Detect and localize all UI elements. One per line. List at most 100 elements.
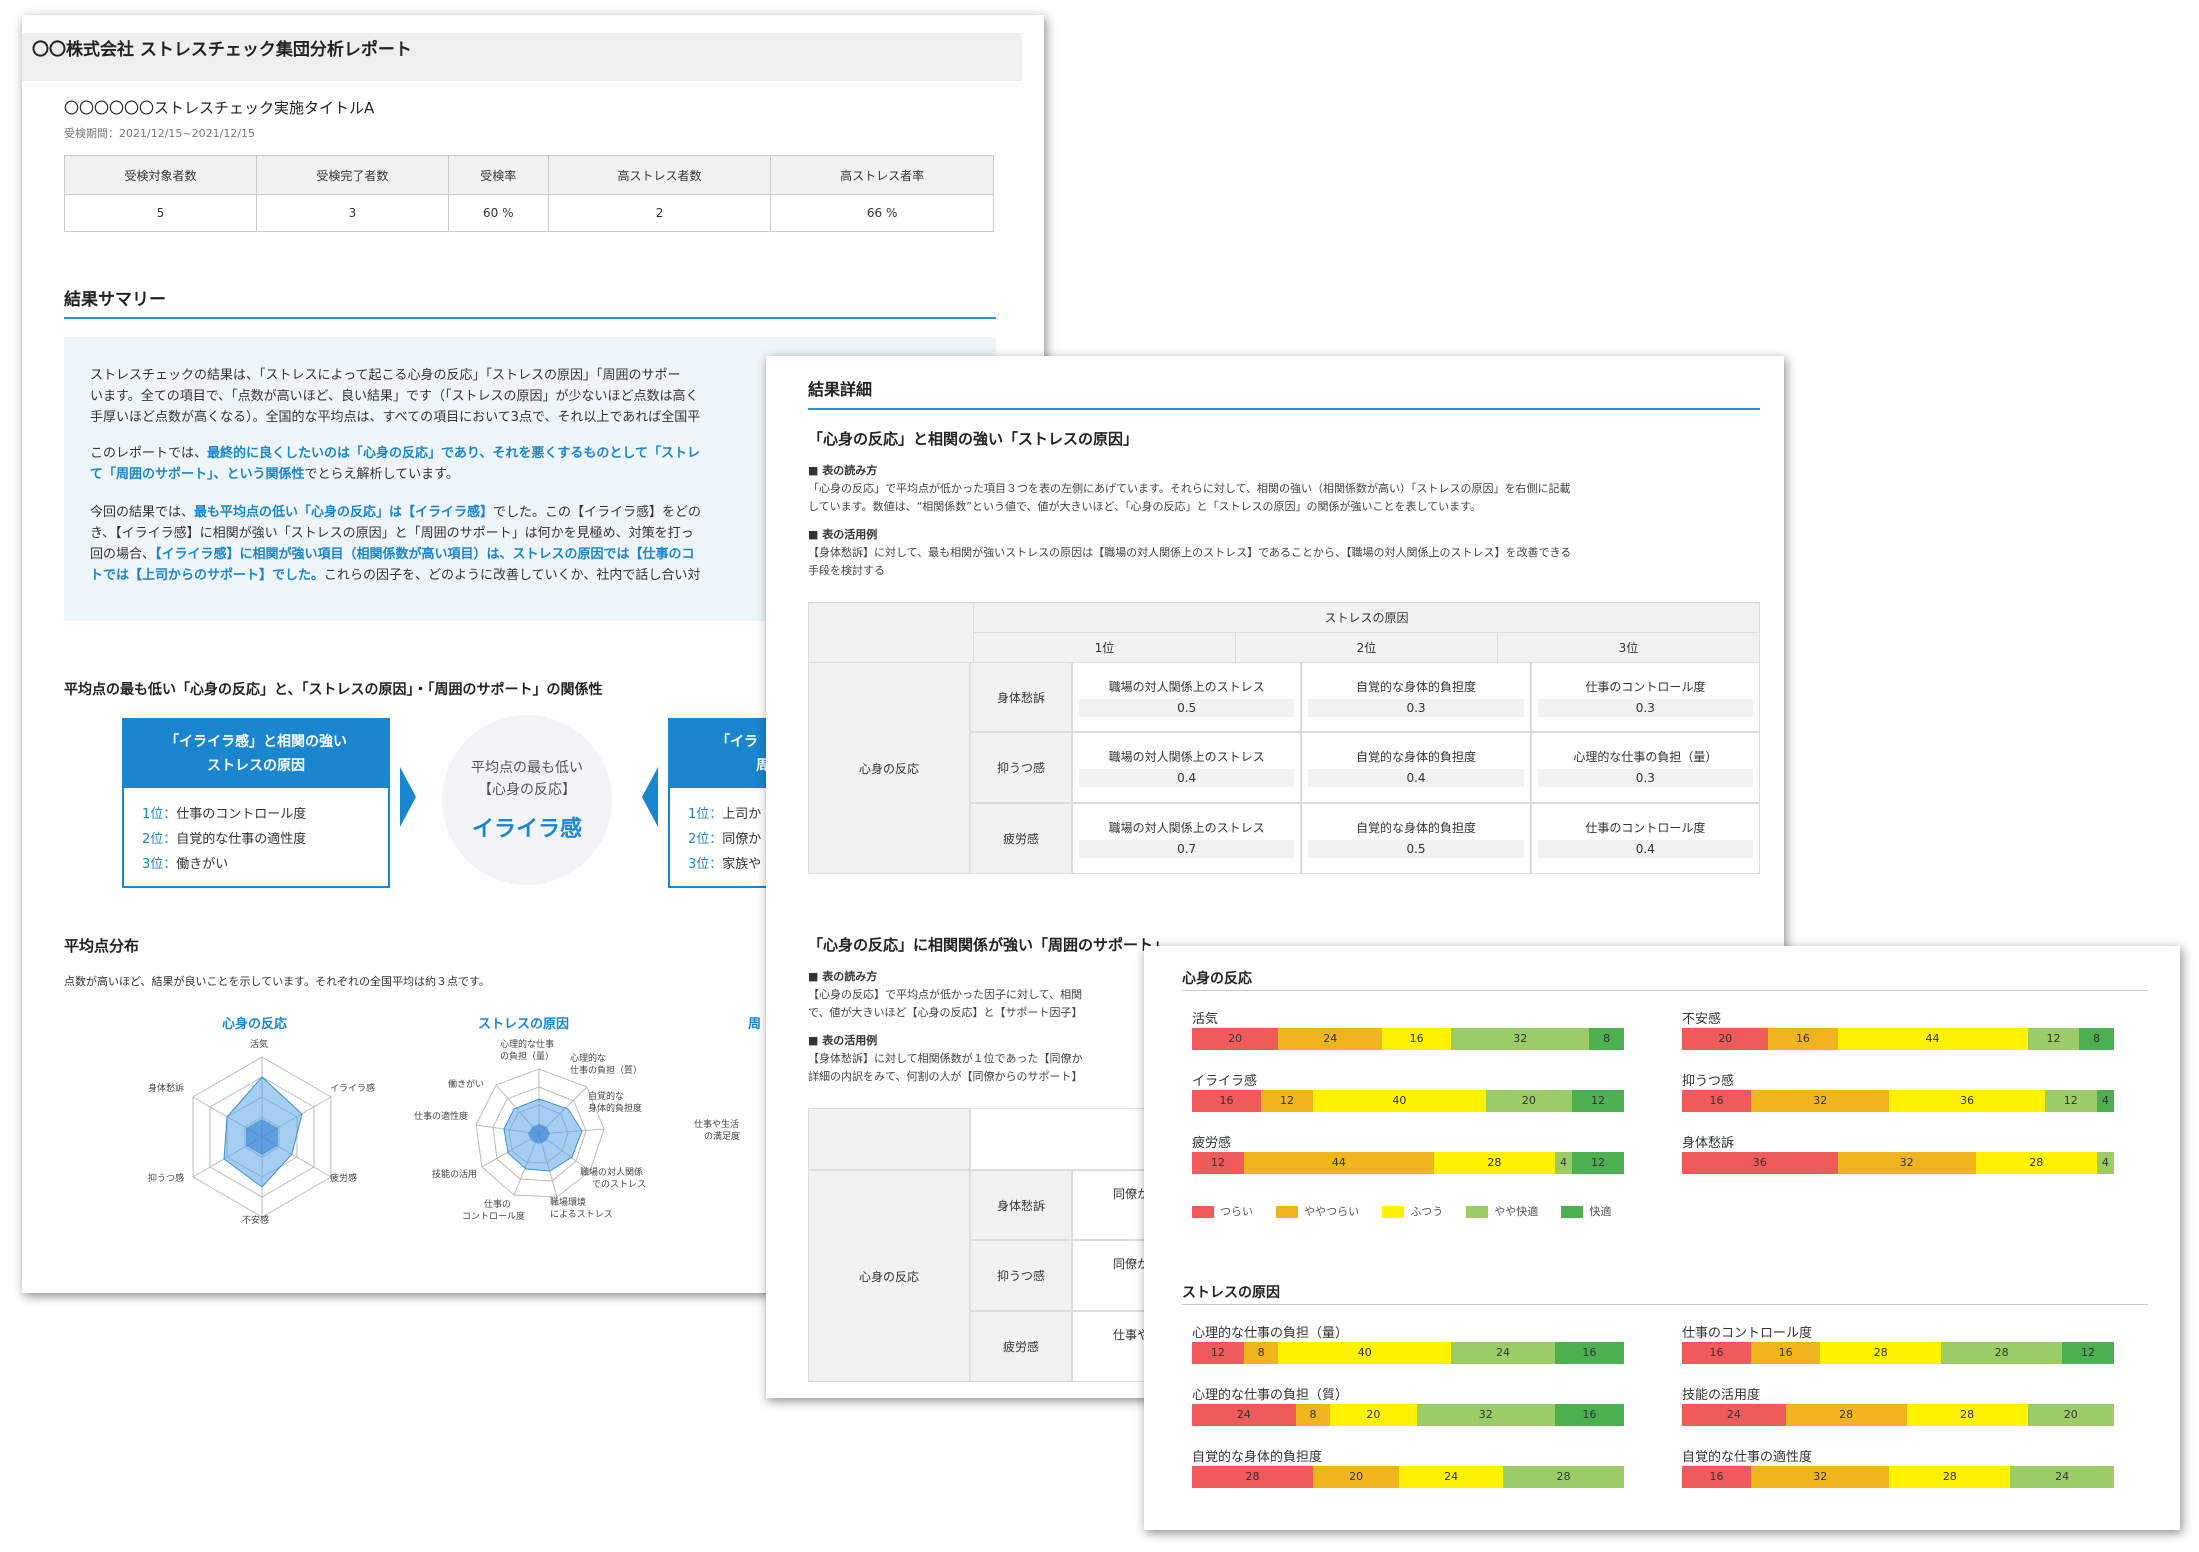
stress-cause-stacked-bar: 28 20 24 28 [1192, 1466, 1624, 1488]
bar-segment: 20 [1192, 1028, 1279, 1050]
radar2-label: 仕事の負担（質） [570, 1066, 643, 1076]
legend-label: やや快適 [1494, 1205, 1539, 1218]
row-label: 抑うつ感 [970, 1240, 1072, 1311]
rank-value: 家族や [722, 857, 762, 872]
bar-segment: 28 [1941, 1342, 2063, 1364]
mind-body-bar-label: 疲労感 [1192, 1136, 1232, 1151]
stress-cause-bar-label: 自覚的な身体的負担度 [1192, 1450, 1323, 1465]
cell-factor: 自覚的な身体的負担度 [1355, 821, 1476, 835]
rank-value: 上司か [722, 807, 762, 822]
summary-highlight: て「周囲のサポート」、という関係性 [90, 467, 305, 482]
radar3-label: の満足度 [704, 1132, 741, 1142]
cell-coefficient: 0.7 [1079, 840, 1295, 858]
row-label: 疲労感 [970, 1311, 1072, 1382]
summary-line: います。全ての項目で、「点数が高いほど、良い結果」です（「ストレスの原因」が少な… [90, 389, 699, 404]
bar-segment: 24 [1192, 1404, 1296, 1426]
bar-segment: 36 [1682, 1152, 1838, 1174]
table2-row-labels: 身体愁訴 抑うつ感 疲労感 [970, 1170, 1072, 1382]
radar2-label: でのストレス [592, 1180, 647, 1190]
stress-cause-bar-label: 技能の活用度 [1682, 1388, 1761, 1403]
section-rule [1182, 990, 2148, 991]
radar1-title: 心身の反応 [222, 1017, 288, 1032]
radar1-label: 活気 [250, 1040, 269, 1050]
summary-highlight: 最も平均点の低い「心身の反応」は【イライラ感】 [194, 505, 494, 520]
radar1-label: 疲労感 [330, 1174, 358, 1184]
radar3-title: 周 [748, 1017, 762, 1032]
bar-segment: 16 [1382, 1028, 1452, 1050]
bar-segment: 40 [1278, 1342, 1452, 1364]
radar2-label: コントロール度 [462, 1212, 526, 1222]
usage-label: ■ 表の活用例 [808, 528, 878, 541]
bar-segment: 20 [1485, 1090, 1573, 1112]
radar2-label: 職場の対人関係 [580, 1168, 644, 1178]
bar-segment: 28 [1820, 1342, 1942, 1364]
stats-value-cell: 66 % [770, 194, 994, 232]
cell-coefficient: 0.4 [1308, 769, 1524, 787]
bar-segment: 16 [1682, 1090, 1752, 1112]
callout-header-line: 「イライラ感」と相関の強い [165, 734, 347, 750]
center-value: イライラ感 [471, 817, 582, 842]
rank-value: 自覚的な仕事の適性度 [176, 832, 307, 847]
callout-rank-item: 2位：同僚か [670, 827, 934, 852]
stats-header-cell: 受検率 [447, 155, 549, 195]
bar-segment: 16 [1682, 1466, 1752, 1488]
stats-value-cell: 5 [64, 194, 257, 232]
rank-label: 1位： [142, 807, 177, 822]
radar2-label: 身体的負担度 [588, 1104, 643, 1114]
radar-chart-stress-cause [475, 1068, 605, 1198]
legend-item: ややつらい [1276, 1203, 1359, 1219]
legend-swatch [1466, 1206, 1489, 1218]
bar-segment: 28 [1975, 1152, 2097, 1174]
stats-header-cell: 高ストレス者率 [770, 155, 994, 195]
callout-header-line: ストレスの原因 [207, 758, 305, 774]
radar2-label: 自覚的な [588, 1092, 625, 1102]
rank-label: 3位： [142, 857, 177, 872]
rank-label: 3位： [688, 857, 723, 872]
radar1-label: 不安感 [242, 1216, 270, 1226]
rank-header: 2位 [1234, 632, 1498, 663]
table-cell: 心理的な仕事の負担（量） 0.3 [1530, 732, 1760, 803]
bar-segment: 12 [1572, 1090, 1624, 1112]
radar1-label: 抑うつ感 [148, 1174, 185, 1184]
bar-segment: 44 [1837, 1028, 2028, 1050]
cell-factor: 職場の対人関係上のストレス [1108, 750, 1265, 764]
summary-text: 今回の結果では、 [90, 505, 195, 520]
cell-coefficient: 0.3 [1537, 769, 1753, 787]
survey-title: 〇〇〇〇〇〇ストレスチェック実施タイトルA [64, 99, 375, 117]
row-group-label: 心身の反応 [858, 1270, 919, 1284]
rank-label: 1位： [688, 807, 723, 822]
mind-body-bar-label: 不安感 [1682, 1012, 1722, 1027]
bar-segment: 24 [2010, 1466, 2114, 1488]
how-to-read-label: ■ 表の読み方 [808, 970, 878, 983]
usage-label: ■ 表の活用例 [808, 1034, 878, 1047]
callout-rank-item: 2位：自覚的な仕事の適性度 [124, 827, 388, 852]
bar-segment: 4 [1554, 1152, 1573, 1174]
relation-title: 平均点の最も低い「心身の反応」と、「ストレスの原因」・「周囲のサポート」の関係性 [64, 682, 603, 698]
mind-body-stacked-bar: 20 24 16 32 8 [1192, 1028, 1624, 1050]
callout-rank-item: 3位：働きがい [124, 852, 388, 877]
callout-header-line: 「イラ [716, 734, 758, 750]
how-to-read-text: しています。数値は、“相関係数”という値で、値が大きいほど、「心身の反応」と「ス… [808, 500, 1482, 513]
usage-text: 【身体愁訴】に対して、最も相関が強いストレスの原因は【職場の対人関係上のストレス… [808, 546, 1572, 559]
dist-title: 平均点分布 [64, 937, 140, 955]
row-label: 疲労感 [970, 803, 1072, 874]
legend-swatch [1192, 1206, 1214, 1218]
report-header-bar [22, 33, 1022, 81]
bar-segment: 16 [1768, 1028, 1838, 1050]
mind-body-bar-label: イライラ感 [1192, 1074, 1258, 1089]
legend-swatch [1382, 1206, 1405, 1218]
bar-legend: つらい ややつらい ふつう やや快適 快適 [1192, 1200, 1629, 1219]
stress-cause-bar-label: 心理的な仕事の負担（質） [1192, 1388, 1349, 1403]
bar-segment: 20 [2027, 1404, 2114, 1426]
bars-section2-title: ストレスの原因 [1182, 1285, 1280, 1301]
bar-segment: 8 [1295, 1404, 1331, 1426]
callout-rank-item: 3位：家族や [670, 852, 934, 877]
table-cell: 仕事のコントロール度 0.3 [1530, 662, 1760, 732]
bar-segment: 24 [1278, 1028, 1383, 1050]
table-cell: 職場の対人関係上のストレス 0.4 [1072, 732, 1302, 803]
legend-label: ふつう [1410, 1205, 1444, 1218]
summary-text: これらの因子を、どのように改善していくか、社内で話し合い対 [324, 568, 701, 583]
cell-factor: 自覚的な身体的負担度 [1355, 680, 1476, 694]
bar-segment: 28 [1785, 1404, 1907, 1426]
how-to-read-text: 【心身の反応】で平均点が低かった因子に対して、相関 [808, 988, 1083, 1001]
